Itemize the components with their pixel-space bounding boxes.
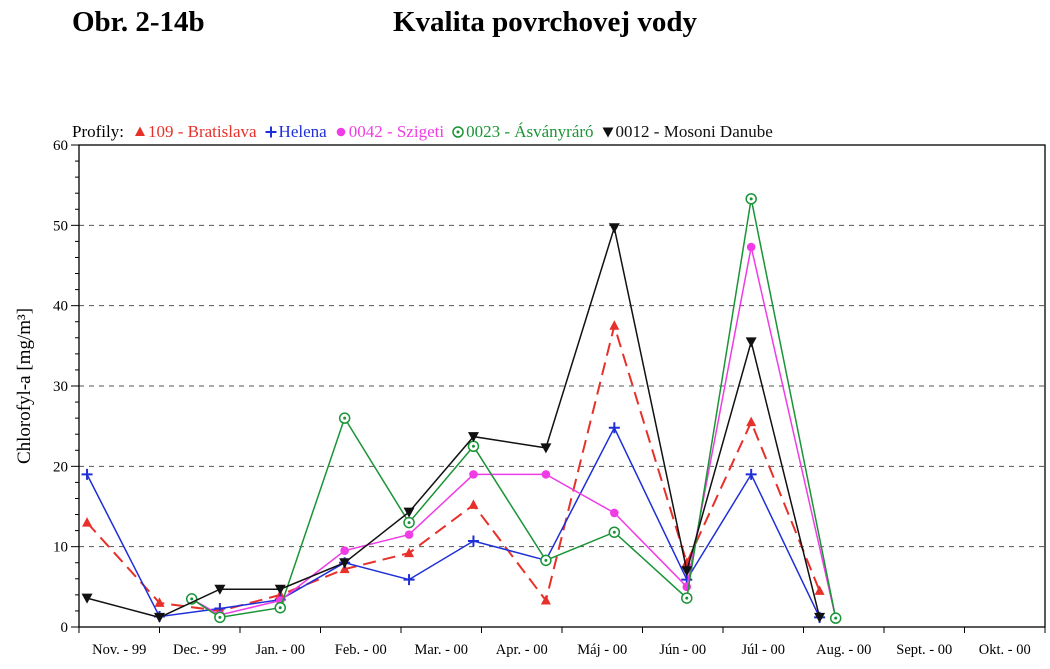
legend-marker [452,126,464,138]
legend: Profily: 109 - Bratislava Helena 0042 - Sz… [72,120,773,144]
y-tick-label: 0 [61,620,69,636]
y-axis-label: Chlorofyl-a [mg/m³] [14,308,35,464]
data-point [467,440,480,452]
x-tick-label: Máj - 00 [577,642,627,658]
legend-item: 109 - Bratislava [134,122,257,142]
data-point [814,585,825,595]
y-tick-label: 10 [53,540,68,556]
data-point [82,517,93,527]
legend-marker [134,126,145,136]
data-point [336,127,345,137]
data-point [403,574,415,586]
x-tick-label: Nov. - 99 [92,642,146,658]
y-tick-label: 20 [53,459,68,475]
data-point [214,611,226,624]
x-tick-label: Jún - 00 [659,642,706,658]
data-point [340,546,349,555]
data-point [274,584,286,595]
data-point [814,612,826,623]
data-point [154,612,165,623]
data-point [214,584,226,595]
x-tick-label: Sept. - 00 [896,642,952,658]
legend-marker [602,127,614,138]
legend-item: 0042 - Szigeti [335,122,444,142]
y-tick-label: 30 [53,379,68,395]
y-tick-label: 40 [53,299,68,315]
x-tick-label: Mar. - 00 [414,642,468,658]
data-point [467,432,479,443]
series-line [86,322,821,612]
legend-item: Helena [265,122,327,142]
data-point [610,508,619,518]
data-point [467,535,479,547]
data-point [134,126,145,136]
legend-marker [265,126,277,138]
data-point [403,516,415,529]
series-line [191,198,837,619]
data-point [404,530,414,539]
data-point [265,126,277,138]
data-point [602,127,614,138]
data-point [339,563,350,574]
legend-label: 109 - Bratislava [147,122,257,141]
data-point [540,554,552,567]
y-tick-label: 60 [53,138,68,154]
data-point [745,193,757,205]
chart-title: Kvalita povrchovej vody [393,6,697,38]
data-point [468,499,479,509]
data-point [541,470,551,479]
data-point [746,242,756,252]
legend-title: Profily: [72,122,124,141]
data-point [540,443,552,454]
data-point [745,337,757,348]
data-point [452,126,464,138]
series-line [191,246,837,619]
x-tick-label: Aug. - 00 [816,642,871,658]
data-point [746,416,757,427]
data-point [403,507,415,518]
legend-label: 0042 - Szigeti [348,122,445,141]
x-tick-label: Jan. - 00 [255,642,305,658]
data-point [608,526,621,538]
series-line [86,224,821,619]
data-point [81,468,93,480]
data-point [608,223,620,234]
legend-label: 0023 - Ásványráró [466,122,594,141]
data-point [338,412,351,424]
figure-label: Obr. 2-14b [72,6,205,38]
legend-marker [336,127,345,137]
data-point [274,601,286,614]
legend-item: 0023 - Ásványráró [452,122,594,142]
legend-label: 0012 - Mosoni Danube [615,122,773,141]
data-point [609,320,620,330]
data-point [154,597,165,607]
x-tick-label: Okt. - 00 [979,642,1031,658]
data-point [681,566,693,577]
legend-label: Helena [278,122,327,141]
data-point [829,612,842,624]
data-point [81,593,93,604]
x-tick-label: Feb. - 00 [335,642,387,658]
data-point [469,470,478,479]
data-point [608,422,620,434]
y-tick-label: 50 [53,218,68,234]
data-point [681,592,693,604]
data-point [745,468,757,480]
data-point [339,558,351,569]
x-tick-label: Júl - 00 [742,642,786,658]
legend-item: 0012 - Mosoni Danube [602,122,773,142]
x-tick-label: Dec. - 99 [173,642,227,658]
data-point [404,547,415,558]
data-point [540,594,551,605]
x-tick-label: Apr. - 00 [496,642,548,658]
